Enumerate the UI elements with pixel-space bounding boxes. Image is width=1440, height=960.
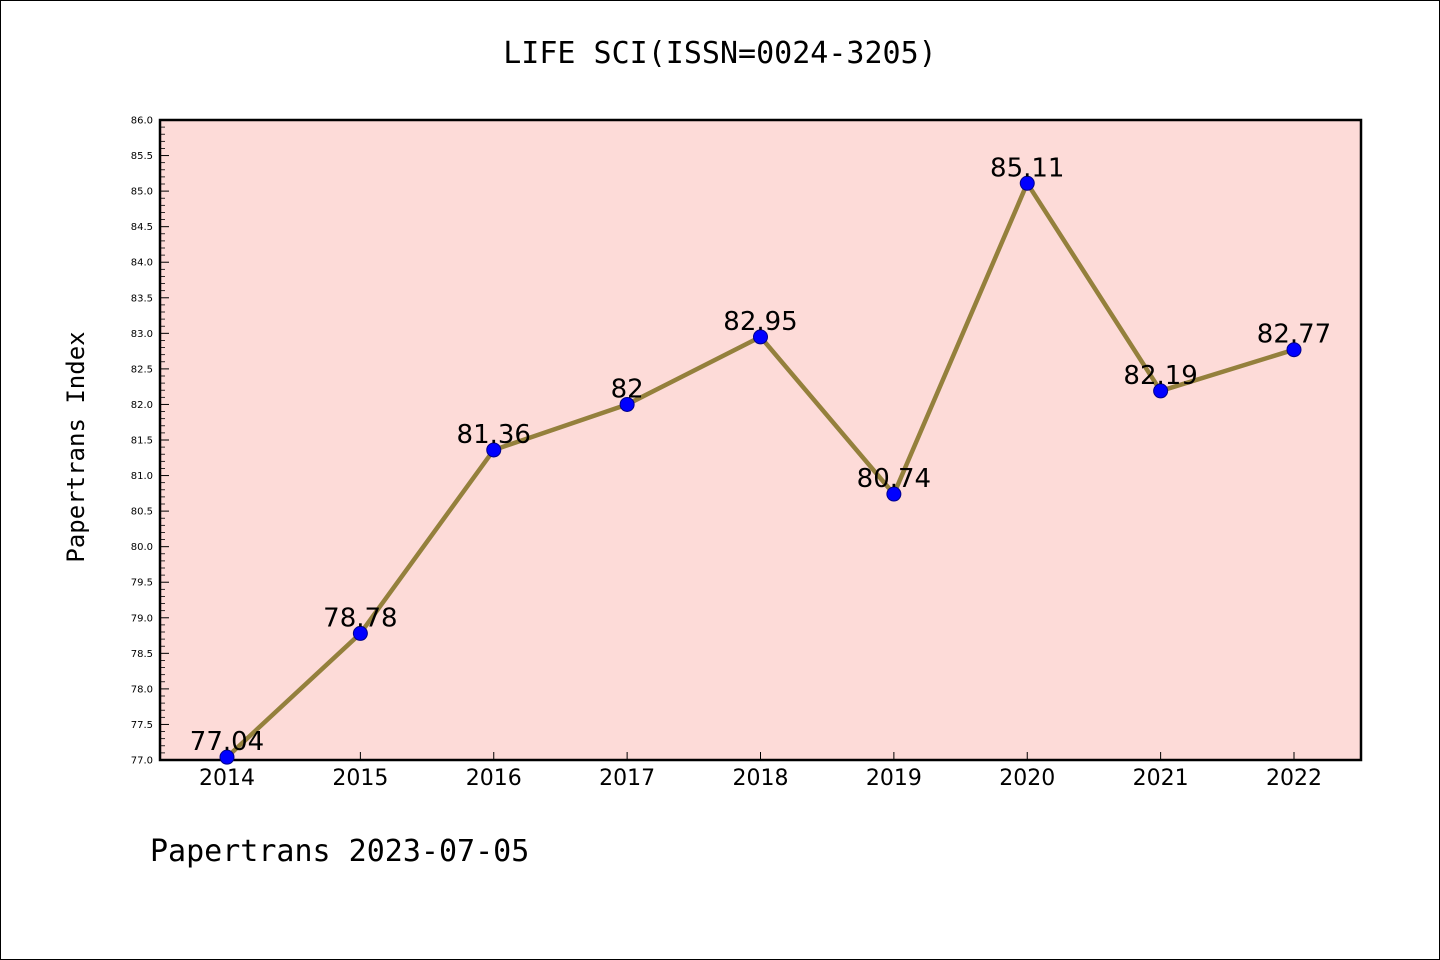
y-axis-title: Papertrans Index: [62, 331, 90, 562]
data-label: 82.77: [1257, 320, 1331, 350]
y-tick-label: 86.0: [131, 116, 153, 127]
y-tick-label: 78.0: [131, 684, 153, 695]
y-tick-label: 78.5: [131, 649, 153, 660]
y-tick-label: 77.5: [131, 720, 153, 731]
data-point: [1019, 175, 1035, 191]
y-tick-label: 85.0: [131, 187, 153, 198]
plot-background: [160, 120, 1361, 760]
data-label: 82.95: [723, 307, 797, 337]
data-label: 77.04: [190, 727, 264, 757]
y-tick-label: 82.0: [131, 400, 153, 411]
x-tick-label: 2016: [466, 766, 522, 791]
data-point: [486, 442, 502, 458]
data-point: [1286, 342, 1302, 358]
data-label: 81.36: [457, 420, 531, 450]
data-label: 82: [611, 374, 644, 404]
data-label: 82.19: [1123, 361, 1197, 391]
x-tick-label: 2019: [866, 766, 922, 791]
y-tick-label: 84.5: [131, 222, 153, 233]
data-point: [352, 625, 368, 641]
data-point: [886, 486, 902, 502]
data-point: [619, 396, 635, 412]
y-tick-label: 80.0: [131, 542, 153, 553]
x-tick-label: 2014: [199, 766, 255, 791]
y-tick-label: 80.5: [131, 507, 153, 518]
x-tick-label: 2015: [332, 766, 388, 791]
x-tick-label: 2017: [599, 766, 655, 791]
y-tick-label: 85.5: [131, 151, 153, 162]
chart-title: LIFE SCI(ISSN=0024-3205): [503, 36, 937, 71]
data-label: 78.78: [323, 603, 397, 633]
y-tick-label: 81.0: [131, 471, 153, 482]
footer-text: Papertrans 2023-07-05: [150, 834, 530, 869]
y-tick-label: 84.0: [131, 258, 153, 269]
data-label: 80.74: [857, 464, 931, 494]
x-tick-label: 2020: [999, 766, 1055, 791]
data-point: [1153, 383, 1169, 399]
y-tick-label: 83.0: [131, 329, 153, 340]
x-tick-label: 2021: [1133, 766, 1189, 791]
y-tick-label: 79.0: [131, 613, 153, 624]
x-tick-label: 2018: [733, 766, 789, 791]
data-point: [219, 749, 235, 765]
y-tick-label: 77.0: [131, 756, 153, 767]
y-tick-label: 81.5: [131, 436, 153, 447]
y-tick-label: 83.5: [131, 293, 153, 304]
y-tick-label: 79.5: [131, 578, 153, 589]
data-label: 85.11: [990, 153, 1064, 183]
y-tick-label: 82.5: [131, 364, 153, 375]
data-point: [753, 329, 768, 345]
x-tick-label: 2022: [1266, 766, 1322, 791]
